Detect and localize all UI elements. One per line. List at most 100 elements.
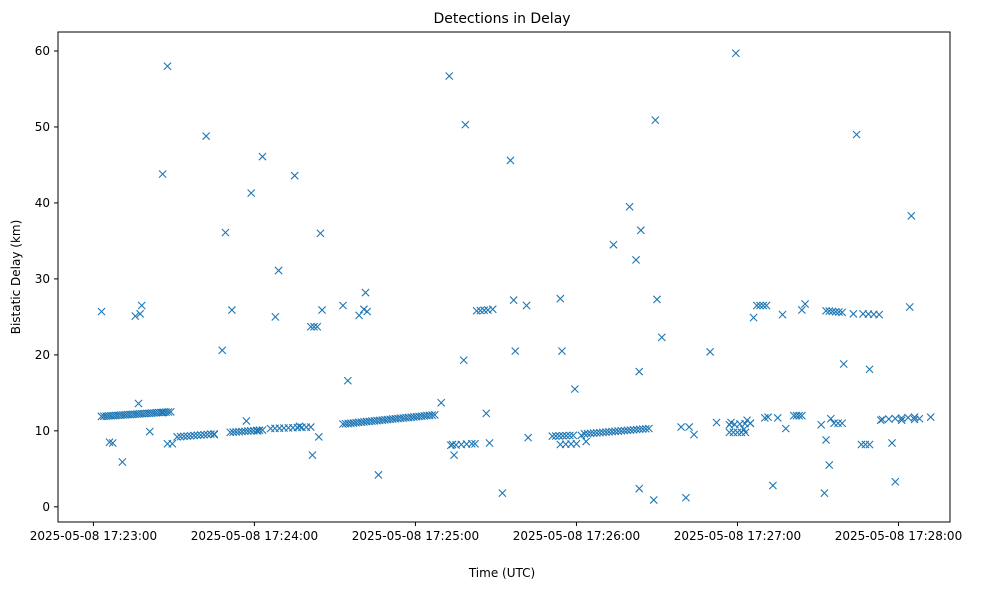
data-point xyxy=(482,409,491,418)
x-axis-label: Time (UTC) xyxy=(468,566,535,580)
data-point xyxy=(183,432,192,441)
data-point xyxy=(636,226,645,235)
data-point xyxy=(134,399,143,408)
data-point xyxy=(556,294,565,303)
data-point xyxy=(555,431,564,440)
data-point xyxy=(218,346,227,355)
data-point xyxy=(891,477,900,486)
data-point xyxy=(905,303,914,311)
data-point xyxy=(158,170,167,179)
data-point xyxy=(817,420,826,429)
data-point xyxy=(558,431,567,440)
data-point xyxy=(318,306,327,315)
data-point xyxy=(313,322,322,331)
data-point xyxy=(649,495,658,504)
data-point xyxy=(363,307,372,316)
y-tick-label: 60 xyxy=(35,44,50,58)
data-point xyxy=(569,431,578,440)
data-point xyxy=(467,439,476,448)
data-point xyxy=(690,430,698,439)
data-point xyxy=(548,432,557,441)
data-point xyxy=(825,307,834,316)
x-tick-label: 2025-05-08 17:24:00 xyxy=(191,529,318,543)
data-point xyxy=(762,301,771,310)
plot-frame xyxy=(57,31,951,523)
data-point xyxy=(746,419,755,428)
data-point xyxy=(605,427,614,436)
data-point xyxy=(202,132,211,141)
data-point xyxy=(472,306,481,315)
data-point xyxy=(572,439,581,448)
data-point xyxy=(310,322,318,331)
data-point xyxy=(706,347,715,356)
data-point xyxy=(635,367,644,376)
data-point xyxy=(609,240,618,249)
data-point xyxy=(189,431,198,440)
x-tick-label: 2025-05-08 17:25:00 xyxy=(352,529,479,543)
data-point xyxy=(739,425,748,434)
x-axis-ticks: 2025-05-08 17:23:00 2025-05-08 17:24:00 20… xyxy=(30,522,962,543)
data-point xyxy=(428,411,437,420)
data-point xyxy=(852,130,861,139)
data-point xyxy=(290,171,299,180)
data-point xyxy=(878,415,887,424)
data-point xyxy=(498,489,507,498)
data-point xyxy=(258,152,267,161)
y-tick-label: 40 xyxy=(35,196,50,210)
data-point xyxy=(227,306,236,315)
data-point xyxy=(915,414,924,423)
data-point xyxy=(163,62,172,71)
data-point xyxy=(897,416,906,425)
data-point xyxy=(583,429,592,438)
data-point xyxy=(598,428,607,437)
data-point xyxy=(589,429,598,438)
data-point xyxy=(731,49,740,58)
data-point xyxy=(118,457,127,466)
data-point xyxy=(471,439,480,448)
data-point xyxy=(652,295,661,304)
data-point xyxy=(831,307,840,316)
data-point xyxy=(450,451,459,460)
data-point xyxy=(623,426,632,435)
data-point xyxy=(196,430,205,439)
data-point xyxy=(509,296,518,305)
data-point xyxy=(136,309,145,318)
data-point xyxy=(361,288,370,297)
y-tick-label: 10 xyxy=(35,424,50,438)
data-point xyxy=(611,427,620,436)
y-axis-ticks: 0 10 20 30 40 50 60 xyxy=(35,44,58,514)
data-point xyxy=(865,440,874,449)
data-point xyxy=(459,356,468,365)
data-point xyxy=(822,306,831,315)
data-point xyxy=(355,311,364,320)
data-point xyxy=(145,427,154,436)
data-point xyxy=(476,306,485,315)
data-point xyxy=(797,411,806,420)
data-point xyxy=(445,72,454,81)
data-point xyxy=(904,413,913,422)
data-point xyxy=(137,301,146,310)
data-point xyxy=(828,307,837,316)
data-point xyxy=(565,431,574,440)
data-point xyxy=(657,333,666,342)
data-point xyxy=(764,413,773,422)
data-point xyxy=(374,470,383,479)
data-point xyxy=(586,429,595,438)
data-point xyxy=(759,301,768,310)
data-point xyxy=(617,426,626,435)
data-point xyxy=(131,312,140,321)
data-point xyxy=(756,301,764,310)
data-point xyxy=(485,439,494,447)
data-point xyxy=(849,309,858,318)
data-point xyxy=(897,414,906,423)
data-point xyxy=(522,301,531,310)
data-point xyxy=(632,255,641,264)
data-point xyxy=(480,306,489,315)
data-point xyxy=(488,305,497,314)
data-point xyxy=(632,425,641,434)
data-point xyxy=(773,413,782,422)
data-point xyxy=(186,431,195,440)
data-point xyxy=(838,419,847,428)
data-point xyxy=(926,413,935,422)
